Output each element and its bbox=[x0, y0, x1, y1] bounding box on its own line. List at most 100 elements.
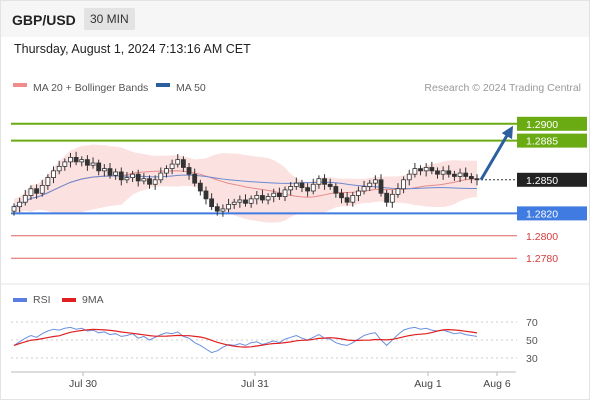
candle-body bbox=[214, 206, 220, 212]
candle-body bbox=[322, 178, 327, 185]
candle-body bbox=[271, 192, 277, 198]
candle-body bbox=[141, 178, 147, 182]
candle-body bbox=[310, 183, 316, 192]
candle-body bbox=[361, 186, 367, 192]
candle-body bbox=[316, 178, 322, 185]
support-tag bbox=[517, 206, 587, 221]
candle-body bbox=[435, 170, 440, 175]
candle-body bbox=[260, 195, 265, 201]
candle-body bbox=[39, 184, 45, 194]
candle-body bbox=[118, 171, 124, 181]
candle-body bbox=[344, 197, 350, 203]
candle-body bbox=[406, 173, 412, 181]
candle-body bbox=[429, 167, 435, 172]
candle-body bbox=[231, 201, 237, 205]
candle-body bbox=[378, 179, 384, 194]
candle-body bbox=[237, 199, 243, 203]
candle-body bbox=[288, 186, 294, 191]
candle-body bbox=[372, 179, 378, 184]
bollinger-bands bbox=[13, 144, 478, 223]
candle-body bbox=[85, 159, 90, 166]
candle-body bbox=[209, 198, 215, 208]
candle-body bbox=[56, 165, 62, 172]
candle-body bbox=[412, 168, 418, 175]
resistance-tag bbox=[517, 116, 587, 131]
ma9-legend-label: 9MA bbox=[82, 294, 104, 306]
level-labels: 1.2900 1.2885 1.2850 1.2820 1.2800 1.2780 bbox=[517, 116, 587, 265]
candle-body bbox=[457, 172, 463, 177]
candle-body bbox=[248, 198, 254, 204]
candle-body bbox=[423, 167, 429, 172]
candle-body bbox=[401, 179, 406, 190]
candle-body bbox=[73, 157, 79, 163]
rsi-legend-swatch bbox=[13, 298, 27, 302]
candle-body bbox=[68, 157, 73, 163]
candle-body bbox=[389, 193, 395, 203]
candle-body bbox=[440, 170, 446, 175]
candle-body bbox=[299, 182, 305, 189]
candle-body bbox=[339, 192, 344, 199]
rsi-panel: 70 50 30 bbox=[11, 317, 538, 365]
candle-body bbox=[17, 201, 23, 208]
x-tick-label: Aug 6 bbox=[483, 378, 511, 390]
candle-body bbox=[34, 188, 39, 194]
candle-body bbox=[254, 195, 260, 200]
chart-header: GBP/USD 30 MIN bbox=[1, 1, 589, 37]
price-chart: MA 20 + Bollinger Bands MA 50 Research ©… bbox=[1, 82, 589, 390]
current-price-tag bbox=[517, 172, 587, 187]
candle-body bbox=[395, 188, 401, 195]
support-label: 1.2820 bbox=[526, 208, 558, 220]
projection-arrowhead bbox=[501, 125, 513, 140]
rsi-tick-label: 30 bbox=[526, 353, 538, 365]
candle-body bbox=[175, 159, 181, 165]
candle-body bbox=[79, 159, 85, 163]
level-label: 1.2800 bbox=[526, 231, 558, 243]
candle-body bbox=[350, 195, 356, 203]
candle-body bbox=[226, 204, 231, 210]
candle-body bbox=[11, 206, 17, 212]
candle-body bbox=[446, 170, 452, 175]
candle-body bbox=[28, 188, 34, 196]
candle-body bbox=[113, 171, 119, 176]
bollinger-band-area bbox=[14, 144, 477, 223]
candlesticks bbox=[11, 151, 480, 217]
candle-body bbox=[293, 182, 299, 187]
x-tick-label: Aug 1 bbox=[414, 378, 442, 390]
timeframe-button[interactable]: 30 MIN bbox=[84, 8, 135, 30]
candle-body bbox=[45, 177, 51, 186]
candle-body bbox=[463, 172, 469, 177]
candle-body bbox=[474, 178, 480, 181]
rsi-tick-label: 50 bbox=[526, 335, 538, 347]
candle-body bbox=[282, 189, 288, 198]
candle-body bbox=[384, 192, 390, 203]
candle-body bbox=[51, 170, 56, 178]
candle-body bbox=[276, 192, 282, 198]
ma20-legend-label: MA 20 + Bollinger Bands bbox=[33, 82, 148, 94]
candle-body bbox=[452, 173, 457, 177]
candle-body bbox=[22, 195, 28, 203]
resistance-label: 1.2885 bbox=[526, 136, 558, 148]
rsi-legend-label: RSI bbox=[33, 294, 51, 306]
candle-body bbox=[220, 208, 226, 212]
candle-body bbox=[333, 186, 339, 194]
level-label: 1.2780 bbox=[526, 253, 558, 265]
candle-body bbox=[164, 168, 169, 174]
candle-body bbox=[468, 176, 474, 180]
candle-body bbox=[124, 177, 130, 181]
ma50-legend-label: MA 50 bbox=[176, 82, 206, 94]
candle-body bbox=[265, 196, 271, 201]
candle-body bbox=[203, 190, 209, 200]
x-tick-label: Jul 31 bbox=[241, 378, 269, 390]
candle-body bbox=[356, 190, 361, 196]
currency-pair: GBP/USD bbox=[12, 12, 76, 28]
ma20-legend-swatch bbox=[13, 83, 27, 87]
candle-body bbox=[101, 168, 107, 172]
timestamp: Thursday, August 1, 2024 7:13:16 AM CET bbox=[14, 42, 251, 56]
rsi-tick-label: 70 bbox=[526, 317, 538, 329]
resistance-label: 1.2900 bbox=[526, 119, 558, 131]
x-tick-label: Jul 30 bbox=[69, 378, 97, 390]
candle-body bbox=[367, 182, 373, 187]
resistance-tag bbox=[517, 133, 587, 148]
candle-body bbox=[130, 173, 135, 178]
